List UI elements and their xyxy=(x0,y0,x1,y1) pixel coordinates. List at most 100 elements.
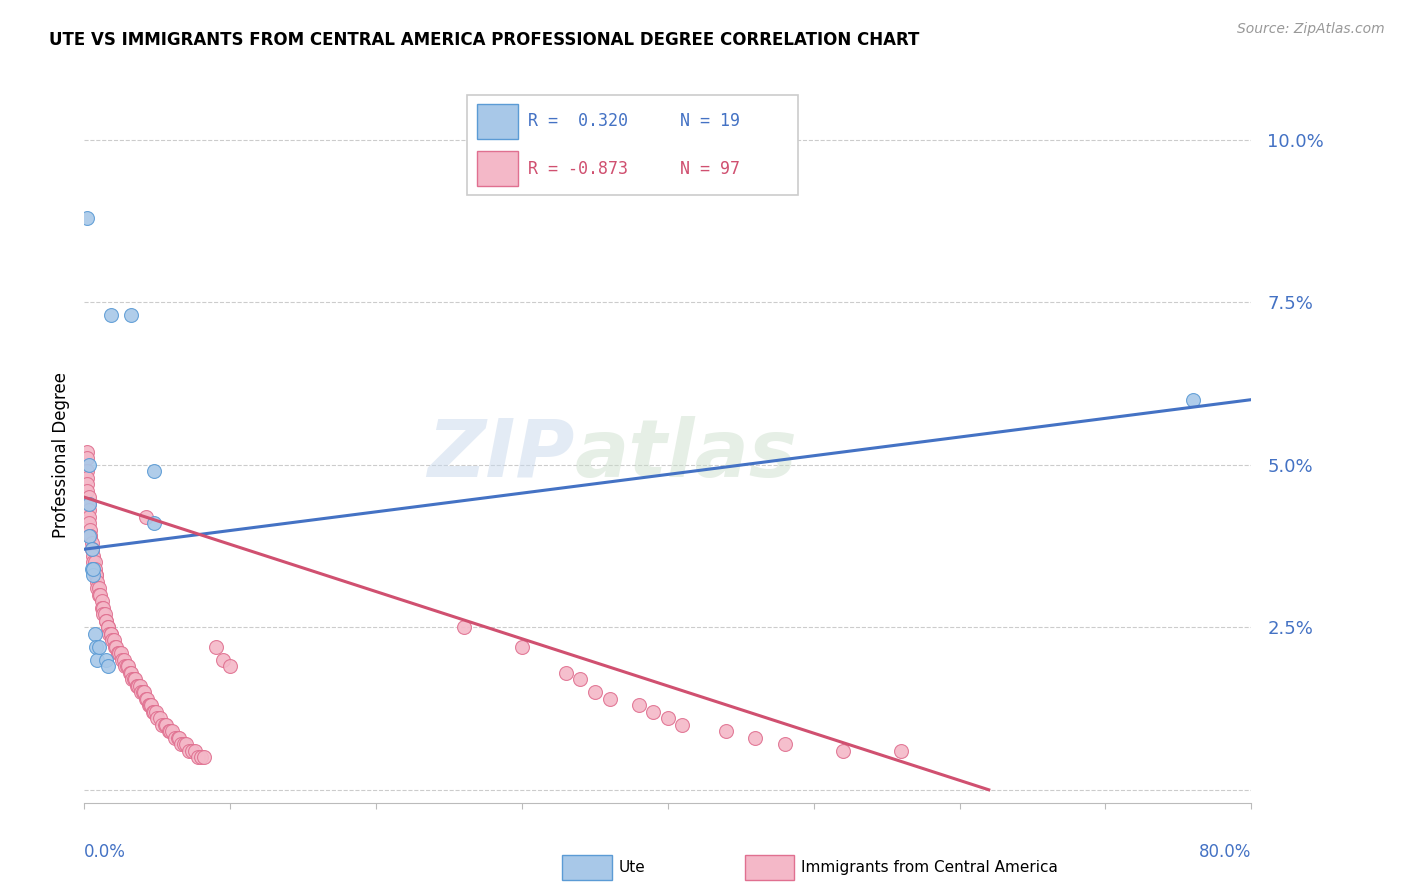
Point xyxy=(107,646,129,660)
Point xyxy=(132,685,155,699)
Point xyxy=(128,679,150,693)
Point xyxy=(77,509,100,524)
Point xyxy=(773,737,796,751)
Point xyxy=(110,646,132,660)
Point xyxy=(100,308,122,322)
Point xyxy=(80,542,103,557)
Point xyxy=(87,588,110,602)
Point xyxy=(77,503,100,517)
Point xyxy=(103,633,125,648)
Point xyxy=(569,672,592,686)
Text: Immigrants from Central America: Immigrants from Central America xyxy=(801,861,1059,875)
Point xyxy=(554,665,576,680)
Point xyxy=(84,568,107,582)
Point xyxy=(83,562,105,576)
Point xyxy=(1327,626,1350,640)
Point xyxy=(143,464,166,478)
Point xyxy=(139,698,162,713)
Point xyxy=(744,731,766,745)
Point xyxy=(86,574,108,589)
Point xyxy=(84,568,107,582)
Point xyxy=(136,691,159,706)
Point xyxy=(149,711,172,725)
Text: ZIP: ZIP xyxy=(427,416,575,494)
Point xyxy=(135,509,157,524)
FancyBboxPatch shape xyxy=(478,151,517,186)
Point xyxy=(181,744,204,758)
Point xyxy=(138,698,160,713)
Point xyxy=(96,614,118,628)
Point xyxy=(77,516,100,531)
Point xyxy=(115,659,138,673)
Text: N = 97: N = 97 xyxy=(681,160,740,178)
Point xyxy=(159,724,181,739)
Point xyxy=(150,718,173,732)
Point xyxy=(89,588,111,602)
Point xyxy=(453,620,475,634)
Point xyxy=(94,607,117,622)
Point xyxy=(82,555,104,569)
Point xyxy=(167,731,190,745)
Point xyxy=(80,542,103,557)
Point xyxy=(153,718,176,732)
Point xyxy=(97,620,120,634)
Point xyxy=(76,451,98,466)
Point xyxy=(101,633,124,648)
Point xyxy=(80,542,103,557)
Point xyxy=(1270,315,1292,329)
Point xyxy=(83,626,105,640)
Point xyxy=(91,607,114,622)
Text: Ute: Ute xyxy=(619,861,645,875)
Point xyxy=(77,490,100,504)
Point xyxy=(179,744,201,758)
Point xyxy=(1182,392,1205,407)
Point xyxy=(117,659,139,673)
Point xyxy=(143,705,166,719)
Point xyxy=(510,640,533,654)
Point xyxy=(134,685,156,699)
Point xyxy=(83,555,105,569)
Point xyxy=(125,679,148,693)
Point xyxy=(80,562,103,576)
Point xyxy=(76,477,98,491)
Point xyxy=(184,744,207,758)
Point xyxy=(84,640,107,654)
Point xyxy=(143,516,166,531)
Point xyxy=(124,672,146,686)
Point xyxy=(90,594,112,608)
Point xyxy=(166,731,188,745)
Point xyxy=(163,731,186,745)
Point xyxy=(97,620,120,634)
Point xyxy=(157,724,180,739)
Text: N = 19: N = 19 xyxy=(681,112,740,130)
Point xyxy=(627,698,650,713)
Point xyxy=(142,705,165,719)
Point xyxy=(76,471,98,485)
Point xyxy=(671,718,693,732)
Point xyxy=(104,640,127,654)
Point xyxy=(583,685,606,699)
Point xyxy=(118,665,141,680)
Point xyxy=(204,640,226,654)
Point xyxy=(108,646,131,660)
Point xyxy=(716,724,738,739)
Text: UTE VS IMMIGRANTS FROM CENTRAL AMERICA PROFESSIONAL DEGREE CORRELATION CHART: UTE VS IMMIGRANTS FROM CENTRAL AMERICA P… xyxy=(49,31,920,49)
Point xyxy=(173,737,195,751)
Point xyxy=(76,211,98,225)
Point xyxy=(890,744,912,758)
Point xyxy=(77,497,100,511)
Point xyxy=(146,711,169,725)
Point xyxy=(77,458,100,472)
Point xyxy=(82,549,104,563)
Text: R =  0.320: R = 0.320 xyxy=(529,112,628,130)
Point xyxy=(86,653,108,667)
Point xyxy=(105,640,128,654)
Point xyxy=(77,529,100,543)
Point xyxy=(129,685,152,699)
FancyBboxPatch shape xyxy=(467,95,799,195)
Point xyxy=(79,523,101,537)
Point xyxy=(176,737,198,751)
Point xyxy=(90,600,112,615)
Text: 0.0%: 0.0% xyxy=(84,843,127,861)
Point xyxy=(96,653,118,667)
